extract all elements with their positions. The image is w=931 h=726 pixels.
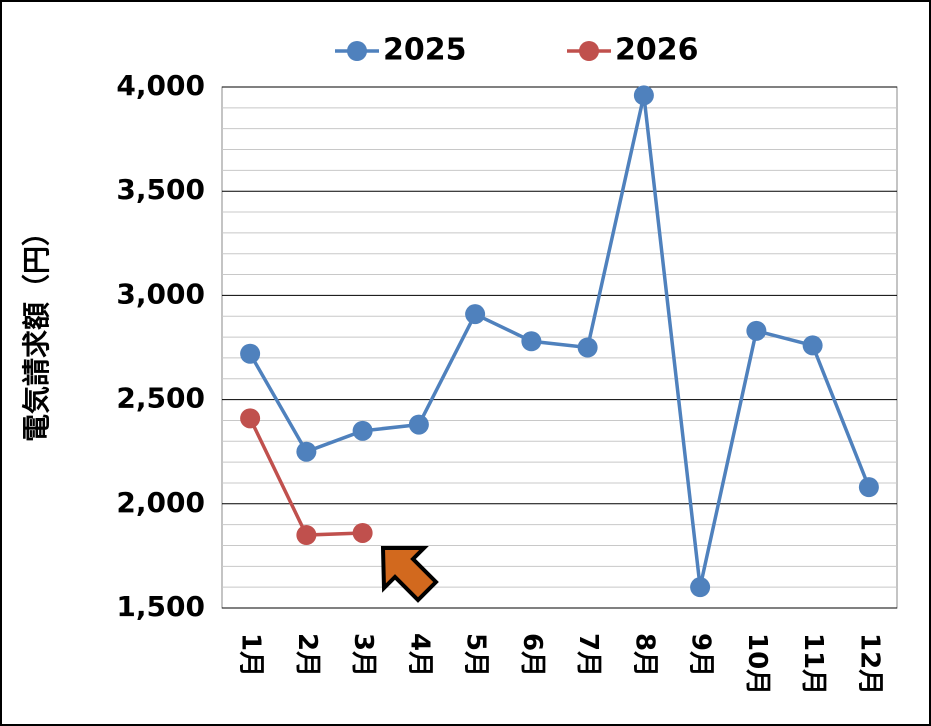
x-tick-label: 9月 bbox=[686, 633, 716, 677]
marks bbox=[240, 85, 879, 598]
x-tick-label: 11月 bbox=[798, 633, 828, 695]
legend-marker bbox=[579, 41, 599, 61]
y-tick-label: 3,500 bbox=[116, 173, 205, 206]
y-tick-label: 3,000 bbox=[116, 277, 205, 310]
point bbox=[465, 304, 486, 325]
x-tick-label: 6月 bbox=[517, 633, 547, 677]
point bbox=[296, 525, 317, 546]
point bbox=[577, 337, 598, 358]
x-tick-label: 7月 bbox=[573, 633, 603, 677]
point bbox=[802, 335, 823, 356]
legend-label: 2026 bbox=[615, 33, 699, 68]
y-axis-label: 電気請求額（円） bbox=[20, 218, 53, 442]
plot-area bbox=[221, 86, 898, 609]
x-tick-label: 5月 bbox=[461, 633, 491, 677]
y-tick-label: 1,500 bbox=[116, 590, 205, 623]
point bbox=[352, 420, 373, 441]
x-tick-label: 8月 bbox=[629, 633, 659, 677]
x-tick-label: 12月 bbox=[854, 633, 884, 695]
legend-label: 2025 bbox=[383, 33, 467, 68]
point bbox=[746, 320, 767, 341]
point bbox=[240, 408, 261, 429]
arrow-annotation bbox=[380, 546, 439, 603]
point bbox=[352, 522, 373, 543]
x-tick-label: 10月 bbox=[742, 633, 772, 695]
y-tick-label: 2,500 bbox=[116, 382, 205, 415]
x-tick-label: 2月 bbox=[292, 633, 322, 677]
x-tick-label: 3月 bbox=[348, 633, 378, 677]
x-tick-label: 1月 bbox=[236, 633, 266, 677]
point bbox=[521, 331, 542, 352]
point bbox=[858, 477, 879, 498]
point bbox=[240, 343, 261, 364]
point bbox=[296, 441, 317, 462]
grid bbox=[222, 86, 897, 609]
point bbox=[633, 85, 654, 106]
point bbox=[408, 414, 429, 435]
legend-marker bbox=[347, 41, 367, 61]
y-tick-label: 4,000 bbox=[116, 69, 205, 102]
x-tick-label: 4月 bbox=[404, 633, 434, 677]
point bbox=[690, 577, 711, 598]
y-tick-label: 2,000 bbox=[116, 486, 205, 519]
